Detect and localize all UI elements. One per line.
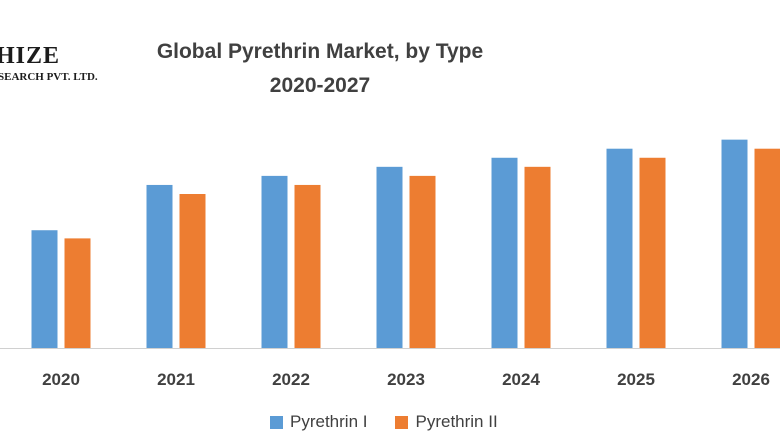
x-tick-label-2020: 2020 [42, 370, 80, 389]
legend-swatch-pyrethrin-1 [270, 415, 283, 429]
bar-pyrethrin-2-2025 [639, 157, 666, 348]
bar-pyrethrin-1-2020 [31, 230, 58, 348]
legend-item-pyrethrin-2: Pyrethrin II [395, 412, 498, 432]
bar-pyrethrin-2-2021 [179, 194, 206, 348]
chart-title: Global Pyrethrin Market, by Type [156, 40, 484, 63]
bar-pyrethrin-1-2021 [146, 184, 173, 348]
bar-pyrethrin-2-2022 [294, 184, 321, 348]
bar-pyrethrin-1-2024 [491, 157, 518, 348]
legend-label-pyrethrin-1: Pyrethrin I [290, 412, 368, 431]
company-logo: HIZE SEARCH PVT. LTD. [0, 44, 98, 83]
chart-legend: Pyrethrin I Pyrethrin II [270, 412, 526, 432]
logo-tagline: SEARCH PVT. LTD. [0, 71, 98, 83]
x-tick-label-2026: 2026 [732, 370, 770, 389]
bar-pyrethrin-2-2026 [754, 148, 780, 348]
logo-name: HIZE [0, 43, 61, 69]
bar-pyrethrin-2-2020 [64, 238, 91, 348]
bar-pyrethrin-2-2023 [409, 175, 436, 348]
legend-label-pyrethrin-2: Pyrethrin II [415, 412, 498, 431]
bar-pyrethrin-1-2022 [261, 175, 288, 348]
x-tick-label-2022: 2022 [272, 370, 310, 389]
x-tick-label-2025: 2025 [617, 370, 655, 389]
x-tick-label-2021: 2021 [157, 370, 195, 389]
bar-pyrethrin-2-2024 [524, 166, 551, 348]
bar-pyrethrin-1-2026 [721, 139, 748, 348]
legend-swatch-pyrethrin-2 [395, 415, 409, 429]
bar-pyrethrin-1-2023 [376, 166, 403, 348]
chart-subtitle: 2020-2027 [269, 74, 371, 97]
bar-pyrethrin-1-2025 [606, 148, 633, 348]
x-tick-label-2023: 2023 [387, 370, 425, 389]
legend-item-pyrethrin-1: Pyrethrin I [270, 412, 367, 432]
x-tick-label-2024: 2024 [502, 370, 540, 389]
